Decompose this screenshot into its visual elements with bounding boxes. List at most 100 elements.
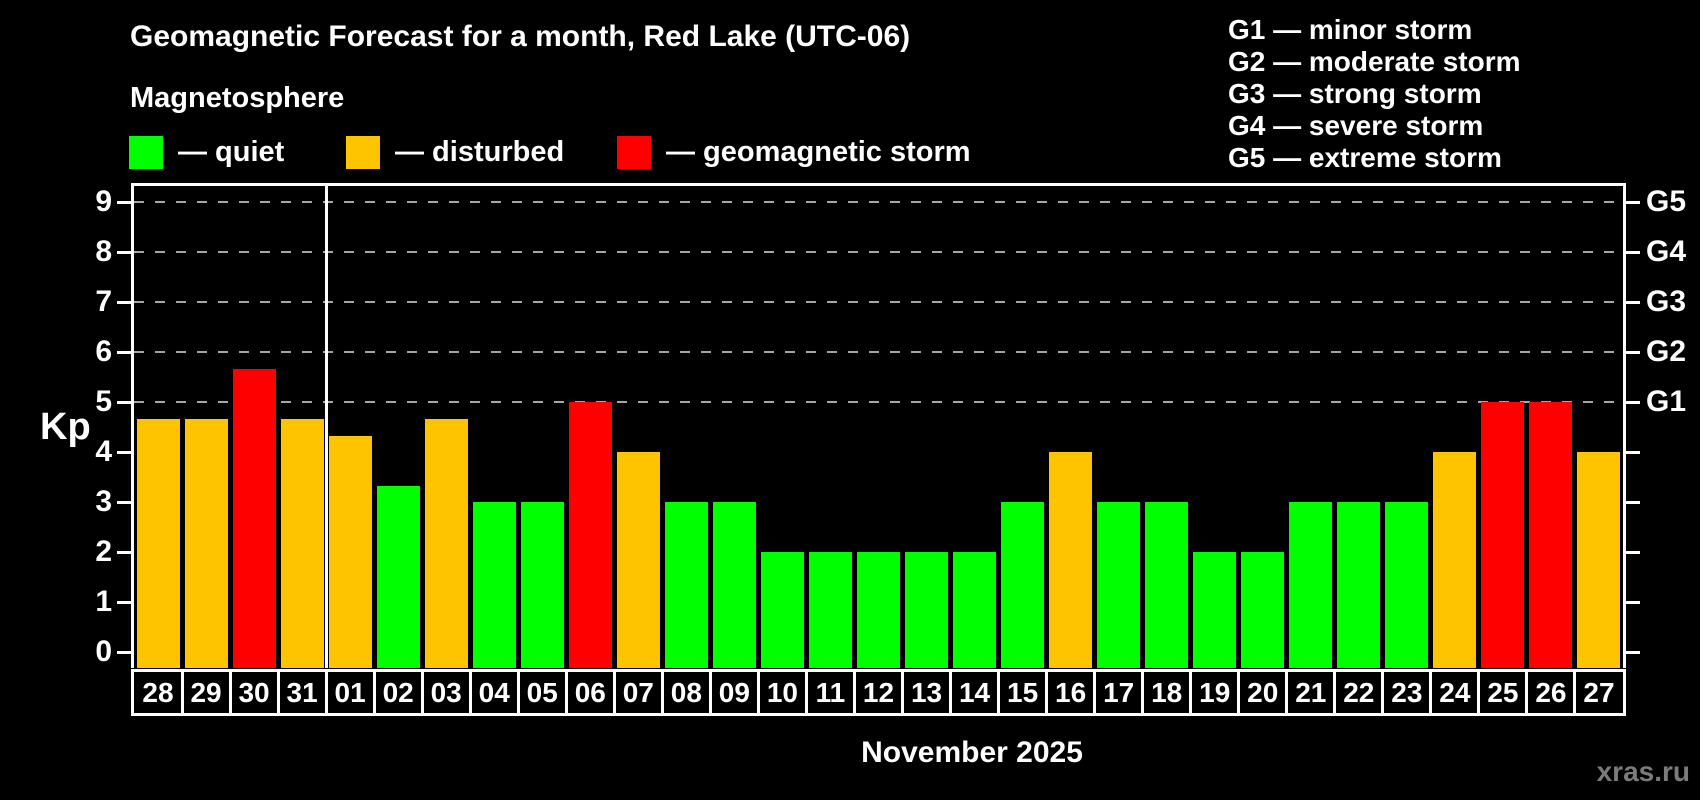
y-tick-label-1: 1 bbox=[95, 585, 112, 618]
y-tick-label-5: 5 bbox=[95, 385, 112, 418]
kp-bar-day-19 bbox=[1193, 552, 1237, 668]
kp-bar-day-28 bbox=[136, 418, 180, 668]
day-separator bbox=[852, 672, 856, 713]
chart-title: Geomagnetic Forecast for a month, Red La… bbox=[130, 20, 911, 53]
kp-bar-day-25 bbox=[1481, 402, 1525, 668]
day-label-21: 21 bbox=[1295, 677, 1327, 708]
day-label-01: 01 bbox=[334, 677, 366, 708]
y-tick-label-0: 0 bbox=[95, 635, 112, 668]
day-separator bbox=[516, 672, 520, 713]
right-axis-tick-5 bbox=[1626, 400, 1640, 404]
disturbed-legend-label: — disturbed bbox=[395, 136, 565, 168]
right-axis-tick-6 bbox=[1626, 350, 1640, 354]
day-separator bbox=[949, 672, 953, 713]
day-separator bbox=[180, 672, 184, 713]
y-tick-label-3: 3 bbox=[95, 485, 112, 518]
day-label-20: 20 bbox=[1247, 677, 1279, 708]
day-label-27: 27 bbox=[1583, 677, 1615, 708]
y-tick-label-6: 6 bbox=[95, 335, 112, 368]
kp-bar-day-23 bbox=[1385, 502, 1429, 668]
y-axis-tick-1 bbox=[117, 600, 131, 604]
day-separator bbox=[1477, 672, 1481, 713]
g1-legend-line: G1 — minor storm bbox=[1228, 14, 1473, 45]
day-separator bbox=[804, 672, 808, 713]
day-separator bbox=[1333, 672, 1337, 713]
bars-container bbox=[134, 186, 1623, 668]
kp-bar-day-30 bbox=[232, 368, 276, 668]
right-axis-tick-9 bbox=[1626, 200, 1640, 204]
status-legend: — quiet — disturbed — geomagnetic storm bbox=[129, 136, 1029, 169]
day-label-25: 25 bbox=[1487, 677, 1519, 708]
y-axis-tick-4 bbox=[117, 450, 131, 454]
day-separator bbox=[324, 672, 328, 713]
gridline-kp7 bbox=[134, 301, 1623, 303]
g-scale-legend: G1 — minor storm G2 — moderate storm G3 … bbox=[1228, 14, 1521, 174]
day-separator bbox=[1045, 672, 1049, 713]
kp-bar-day-29 bbox=[184, 418, 228, 668]
y-axis-tick-0 bbox=[117, 650, 131, 654]
g3-legend-line: G3 — strong storm bbox=[1228, 78, 1482, 109]
day-label-04: 04 bbox=[478, 677, 510, 708]
kp-bar-day-10 bbox=[760, 552, 804, 668]
g-tick-label-G1: G1 bbox=[1646, 385, 1687, 418]
g2-legend-line: G2 — moderate storm bbox=[1228, 46, 1521, 77]
kp-bar-day-05 bbox=[520, 502, 564, 668]
y-tick-label-9: 9 bbox=[95, 185, 112, 218]
y-axis-tick-8 bbox=[117, 250, 131, 254]
kp-bar-day-03 bbox=[424, 418, 468, 668]
day-separator bbox=[1525, 672, 1529, 713]
day-label-18: 18 bbox=[1151, 677, 1183, 708]
right-axis-tick-3 bbox=[1626, 500, 1640, 504]
y-axis-tick-2 bbox=[117, 550, 131, 554]
gridline-kp6 bbox=[134, 351, 1623, 353]
y-tick-label-2: 2 bbox=[95, 535, 112, 568]
kp-bar-day-31 bbox=[280, 418, 324, 668]
day-separator bbox=[997, 672, 1001, 713]
day-label-17: 17 bbox=[1103, 677, 1135, 708]
kp-bar-day-01 bbox=[328, 435, 372, 668]
kp-bar-day-09 bbox=[712, 502, 756, 668]
day-separator bbox=[1429, 672, 1433, 713]
g-tick-label-G2: G2 bbox=[1646, 335, 1687, 368]
day-separator bbox=[1573, 672, 1577, 713]
right-axis-tick-8 bbox=[1626, 250, 1640, 254]
day-label-11: 11 bbox=[815, 677, 846, 708]
day-separator bbox=[1189, 672, 1193, 713]
day-separator bbox=[1141, 672, 1145, 713]
g-tick-label-G5: G5 bbox=[1646, 185, 1687, 218]
day-label-26: 26 bbox=[1535, 677, 1567, 708]
kp-bar-day-21 bbox=[1289, 502, 1333, 668]
day-separator bbox=[1237, 672, 1241, 713]
y-axis-tick-6 bbox=[117, 350, 131, 354]
kp-bar-day-16 bbox=[1049, 452, 1093, 668]
day-separator bbox=[756, 672, 760, 713]
plot-area bbox=[131, 183, 1626, 668]
day-separator bbox=[468, 672, 472, 713]
right-axis-tick-4 bbox=[1626, 450, 1640, 454]
kp-bar-day-27 bbox=[1577, 452, 1621, 668]
day-separator bbox=[228, 672, 232, 713]
day-label-14: 14 bbox=[958, 677, 991, 708]
x-axis-title: November 2025 bbox=[861, 736, 1083, 769]
day-label-28: 28 bbox=[142, 677, 174, 708]
right-axis-tick-2 bbox=[1626, 550, 1640, 554]
day-label-24: 24 bbox=[1439, 677, 1471, 708]
day-separator bbox=[1285, 672, 1289, 713]
day-label-09: 09 bbox=[718, 677, 750, 708]
day-label-03: 03 bbox=[430, 677, 462, 708]
kp-bar-day-07 bbox=[616, 452, 660, 668]
y-tick-label-7: 7 bbox=[95, 285, 112, 318]
kp-bar-day-12 bbox=[856, 552, 900, 668]
kp-bar-day-20 bbox=[1241, 552, 1285, 668]
day-separator bbox=[708, 672, 712, 713]
day-separator bbox=[564, 672, 568, 713]
day-label-31: 31 bbox=[286, 677, 318, 708]
day-label-02: 02 bbox=[382, 677, 414, 708]
quiet-swatch-icon bbox=[129, 136, 163, 169]
kp-bar-day-04 bbox=[472, 502, 516, 668]
magnetosphere-label: Magnetosphere bbox=[130, 82, 345, 114]
kp-bar-day-14 bbox=[953, 552, 997, 668]
day-separator bbox=[1093, 672, 1097, 713]
quiet-legend-label: — quiet bbox=[178, 136, 285, 168]
day-separator bbox=[420, 672, 424, 713]
